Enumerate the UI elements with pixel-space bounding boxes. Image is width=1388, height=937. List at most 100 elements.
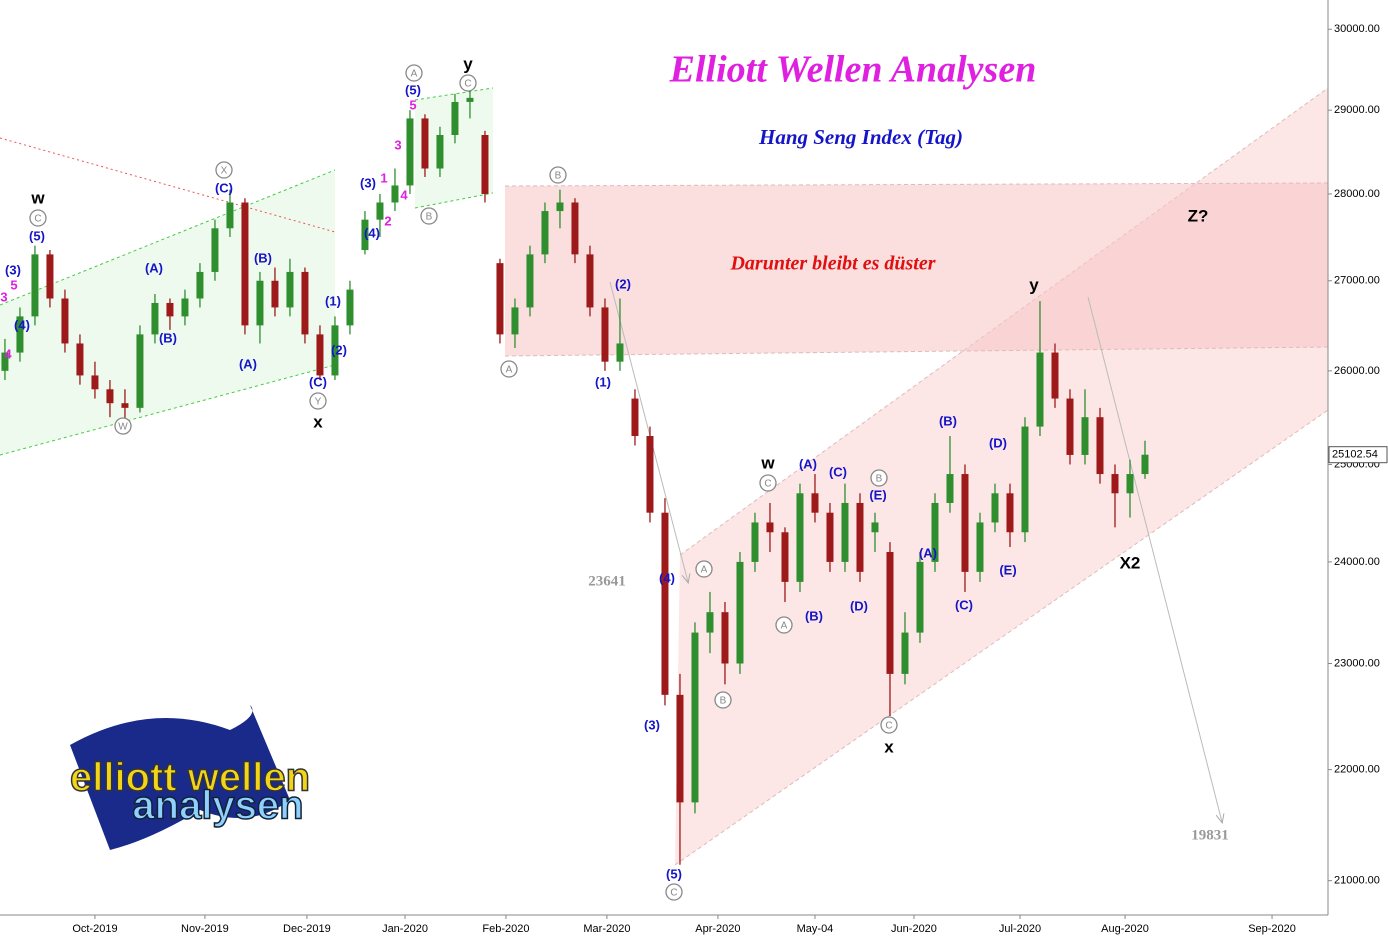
y-tick-label: 23000.00 [1334,657,1380,669]
candle-body [331,325,339,376]
candle-body [871,522,879,533]
candle-body [961,474,969,572]
candle-body [526,254,534,308]
price-tag [1328,446,1388,464]
wave-label: (5) [29,228,45,243]
wave-label: 19831 [1191,827,1229,843]
wave-label: (E) [869,487,886,502]
y-tick-label: 28000.00 [1334,188,1380,200]
wave-label: C [34,214,41,225]
wave-label: (3) [5,262,21,277]
wave-circle [459,74,477,92]
candle-body [1036,352,1044,427]
candle-body [556,202,564,212]
wave-label: 3 [0,289,7,304]
wave-label: 5 [10,277,17,292]
x-tick-label: Sep-2020 [1248,923,1296,935]
candle-body [736,561,744,664]
candle-body [691,632,699,803]
candle-body [196,271,204,299]
wave-label: x [884,737,894,756]
candle-body [451,101,459,136]
y-tick-label: 22000.00 [1334,764,1380,776]
wave-label: (D) [989,435,1007,450]
candle-body [571,202,579,255]
wave-label: W [118,422,128,433]
wave-circle [309,392,327,410]
candle-body [1111,474,1119,494]
wave-label: (C) [955,597,973,612]
candle-body [91,375,99,390]
candle-body [76,343,84,376]
wave-label: (A) [145,260,163,275]
wave-label: (2) [331,342,347,357]
candle-body [976,522,984,572]
wave-label: x [313,412,323,431]
pink-band [505,183,1328,356]
wave-label: (E) [999,562,1016,577]
wave-label: w [30,188,45,207]
wave-label: (3) [644,717,660,732]
wave-label: (B) [939,413,957,428]
candle-body [916,561,924,633]
wave-circle [870,469,888,487]
channel-line [414,192,494,209]
candle-body [796,493,804,582]
wave-label: (5) [405,82,421,97]
candle-body [316,334,324,376]
candle-body [466,97,474,102]
logo-text: elliott wellen [70,756,310,800]
wave-circle [405,64,423,82]
arrow [1087,296,1222,822]
wave-label: (C) [309,374,327,389]
candle-body [721,612,729,664]
x-tick-label: Jun-2020 [891,923,937,935]
wave-label: (1) [595,374,611,389]
candle-body [1096,417,1104,475]
wave-label: (4) [364,225,380,240]
candle-body [991,493,999,523]
wave-label: (A) [799,456,817,471]
candle-body [151,302,159,335]
channels [0,87,1329,866]
candle-body [886,551,894,674]
candle-body [406,118,414,186]
candle-body [826,512,834,562]
wave-label: C [764,479,771,490]
x-tick-label: Apr-2020 [695,923,740,935]
candle-body [121,403,129,408]
wave-label: 1 [380,170,387,185]
wave-label: A [701,565,708,576]
wave-label: B [555,171,562,182]
wave-label: A [781,621,788,632]
candle-body [1051,352,1059,399]
candle-body [601,307,609,362]
trend-line [0,137,336,233]
candle-body [586,254,594,308]
green-channel [415,88,493,208]
y-tick-label: 24000.00 [1334,556,1380,568]
candle-body [1141,454,1149,475]
candle-body [166,302,174,317]
candle-body [661,512,669,695]
candle-body [181,298,189,317]
wave-circle [420,207,438,225]
wave-circle [775,616,793,634]
candle-body [766,522,774,533]
wave-label: 23641 [588,573,626,589]
candle-body [271,280,279,308]
wave-label: 2 [384,213,391,228]
candle-body [46,254,54,299]
wave-circle [549,166,567,184]
wave-circle [29,209,47,227]
candle-body [256,280,264,326]
wave-label: y [1029,275,1039,294]
wave-label: 4 [4,346,12,361]
wave-label: 4 [400,187,408,202]
wave-label: (A) [919,545,937,560]
logo-flag [70,705,290,850]
candle-body [901,632,909,674]
x-tick-label: Aug-2020 [1101,923,1149,935]
chart-title: Elliott Wellen Analysen [669,49,1037,91]
wave-label: (A) [239,356,257,371]
